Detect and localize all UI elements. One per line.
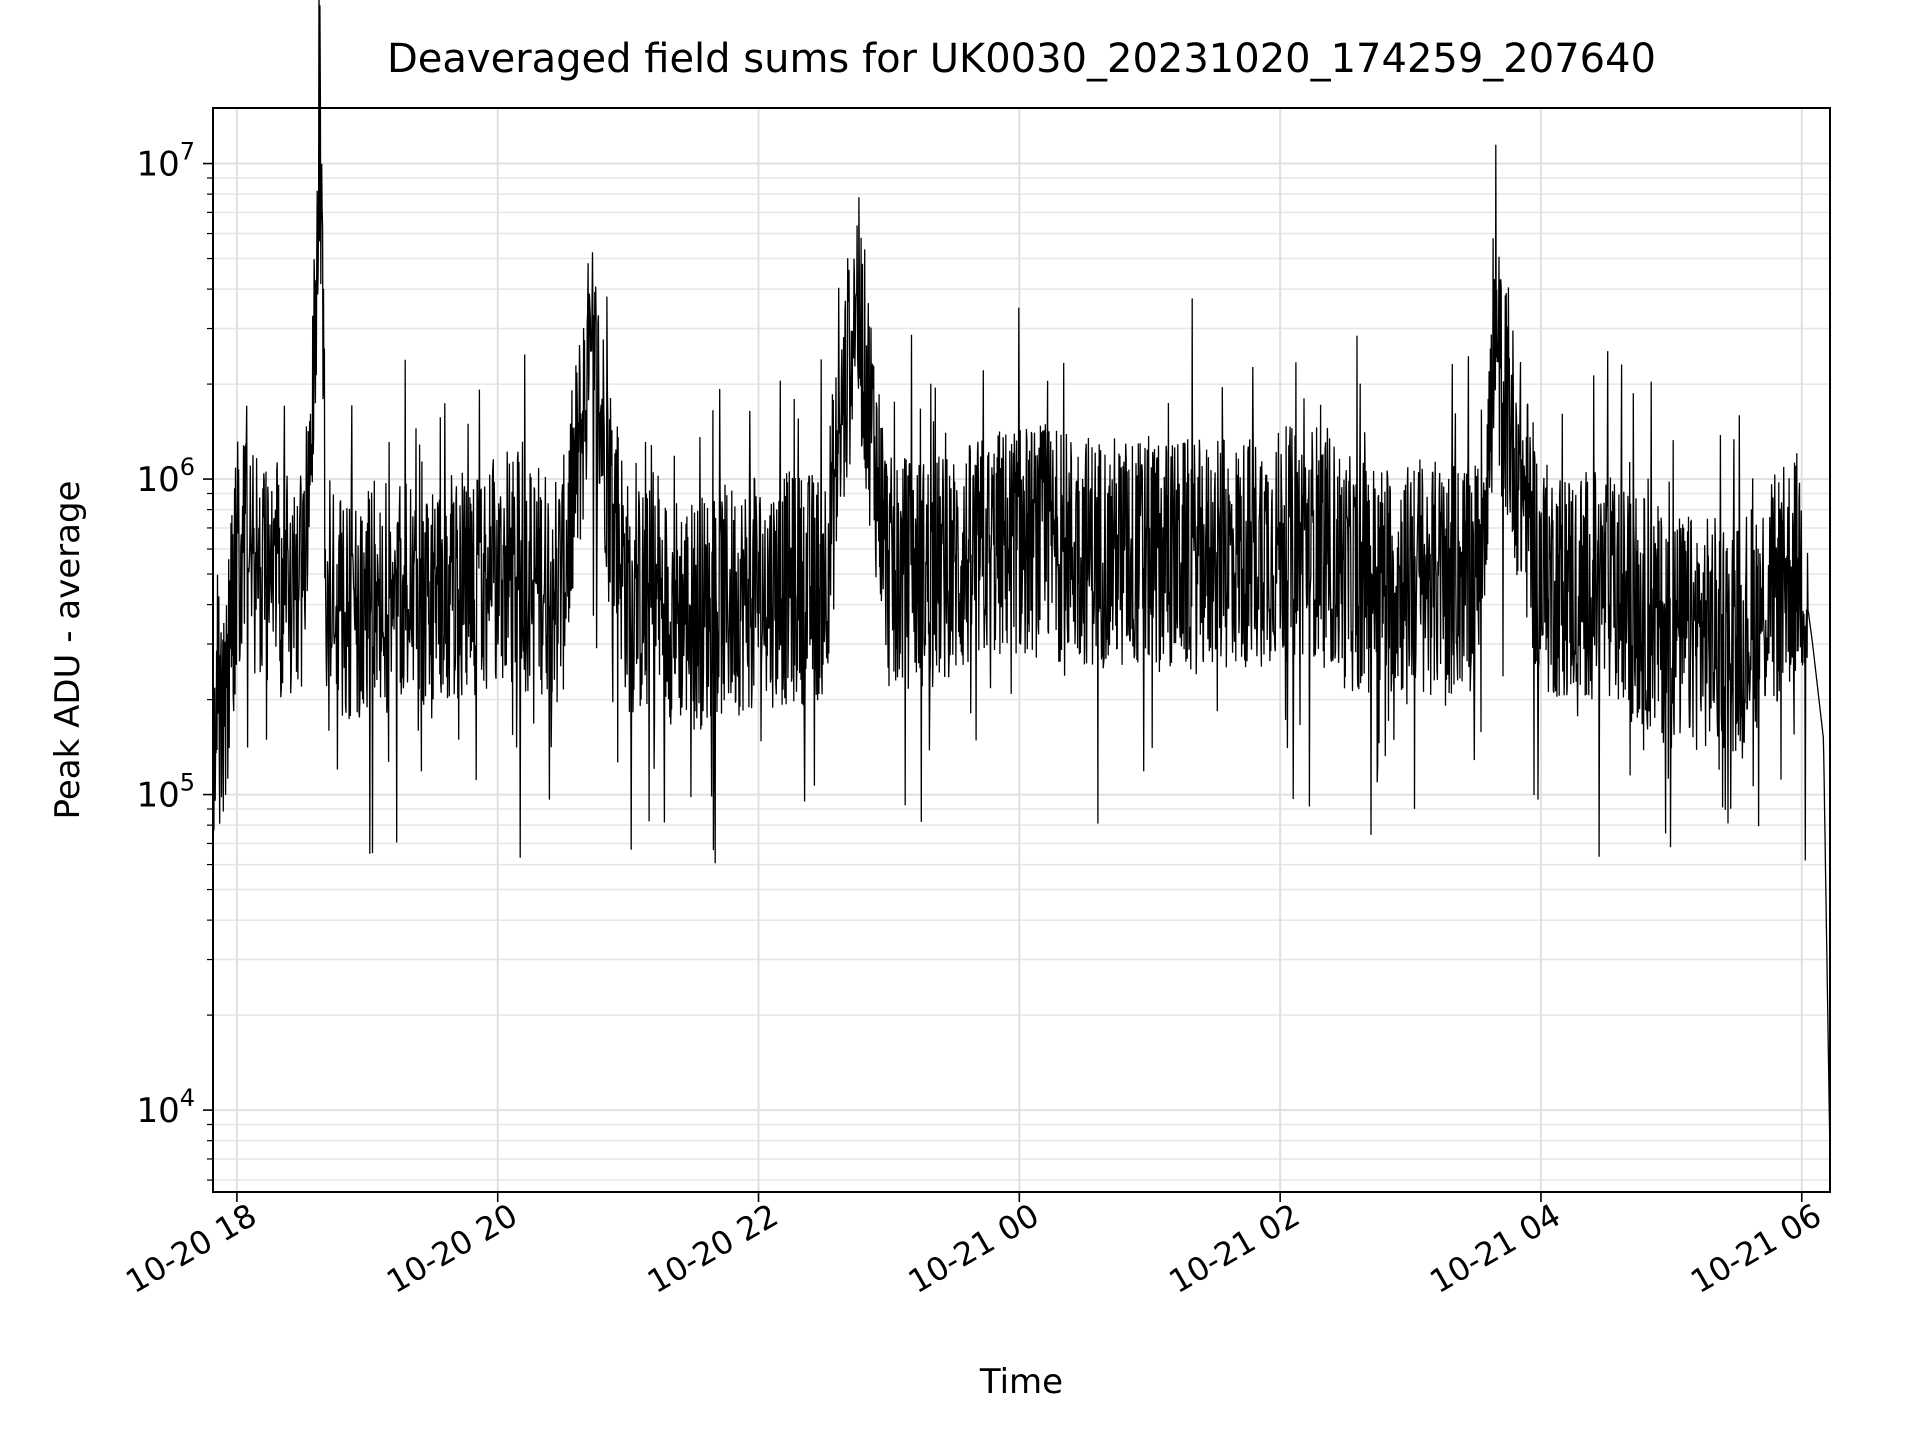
x-tick-label: 10-21 06 [1684, 1196, 1828, 1301]
x-tick-label: 10-21 02 [1163, 1196, 1307, 1301]
y-tick-exponent: 5 [180, 769, 195, 797]
y-tick-exponent: 6 [180, 453, 195, 481]
y-tick-label: 104 [136, 1084, 195, 1131]
x-tick-label: 10-21 04 [1423, 1196, 1567, 1301]
axes-frame [212, 107, 1831, 1193]
y-tick-exponent: 7 [180, 138, 195, 166]
y-tick-base: 10 [136, 460, 179, 500]
x-tick-label: 10-20 18 [119, 1196, 263, 1301]
y-tick-label: 105 [136, 769, 195, 816]
x-tick-label: 10-21 00 [902, 1196, 1046, 1301]
x-axis-label: Time [979, 1362, 1064, 1402]
y-tick-base: 10 [136, 1091, 179, 1131]
chart-title: Deaveraged field sums for UK0030_2023102… [386, 36, 1656, 82]
y-tick-base: 10 [136, 145, 179, 185]
y-tick-base: 10 [136, 776, 179, 816]
x-tick-label: 10-20 20 [380, 1196, 524, 1301]
y-tick-label: 106 [136, 453, 195, 500]
y-tick-label: 107 [136, 138, 195, 185]
series-line [212, 0, 1831, 1160]
x-tick-label: 10-20 22 [641, 1196, 785, 1301]
y-tick-exponent: 4 [180, 1084, 195, 1112]
